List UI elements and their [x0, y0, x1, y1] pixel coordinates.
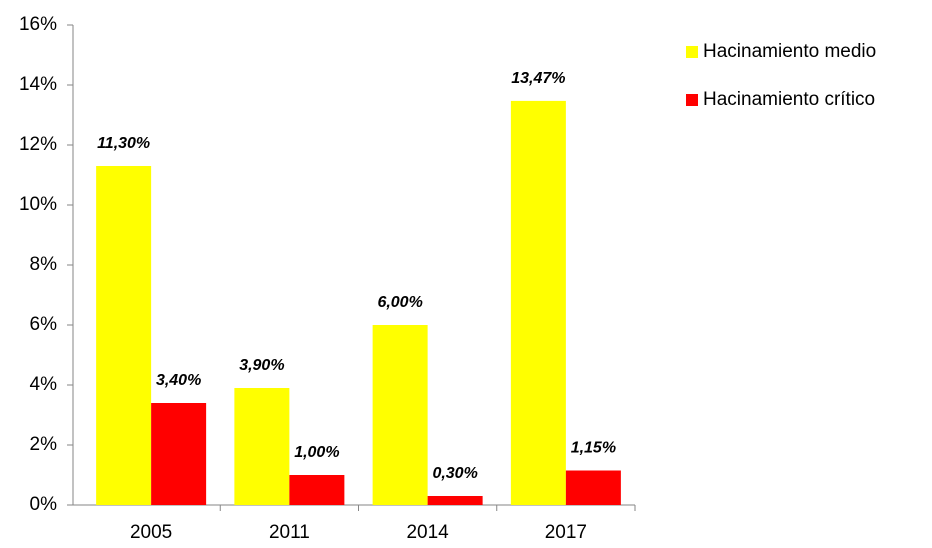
bar [372, 325, 428, 505]
y-tick-label: 14% [19, 74, 57, 95]
value-label: 1,15% [571, 440, 616, 457]
x-tick-label: 2017 [545, 522, 587, 543]
y-tick-label: 2% [30, 434, 58, 455]
y-tick-label: 12% [19, 134, 57, 155]
bar [289, 475, 345, 505]
y-tick-label: 10% [19, 194, 57, 215]
y-tick-label: 0% [30, 494, 58, 515]
bar [234, 388, 290, 505]
bar [427, 496, 483, 505]
y-tick-label: 8% [30, 254, 58, 275]
bar [96, 166, 152, 505]
y-tick-label: 16% [19, 14, 57, 35]
bar [510, 100, 566, 506]
value-label: 11,30% [97, 135, 150, 152]
x-tick-label: 2005 [130, 522, 172, 543]
y-tick-label: 6% [30, 314, 58, 335]
legend-swatch [686, 46, 698, 58]
value-label: 1,00% [294, 444, 339, 461]
value-label: 0,30% [432, 465, 477, 482]
value-label: 6,00% [377, 294, 422, 311]
y-tick-label: 4% [30, 374, 58, 395]
x-tick-label: 2014 [406, 522, 449, 543]
x-tick-label: 2011 [269, 522, 310, 543]
legend-label: Hacinamiento medio [703, 41, 876, 62]
value-label: 13,47% [511, 70, 565, 87]
legend-swatch [686, 94, 698, 106]
value-label: 3,90% [239, 357, 284, 374]
value-label: 3,40% [156, 372, 201, 389]
bar [151, 403, 207, 505]
legend-label: Hacinamiento crítico [703, 89, 875, 110]
bar [565, 470, 621, 505]
